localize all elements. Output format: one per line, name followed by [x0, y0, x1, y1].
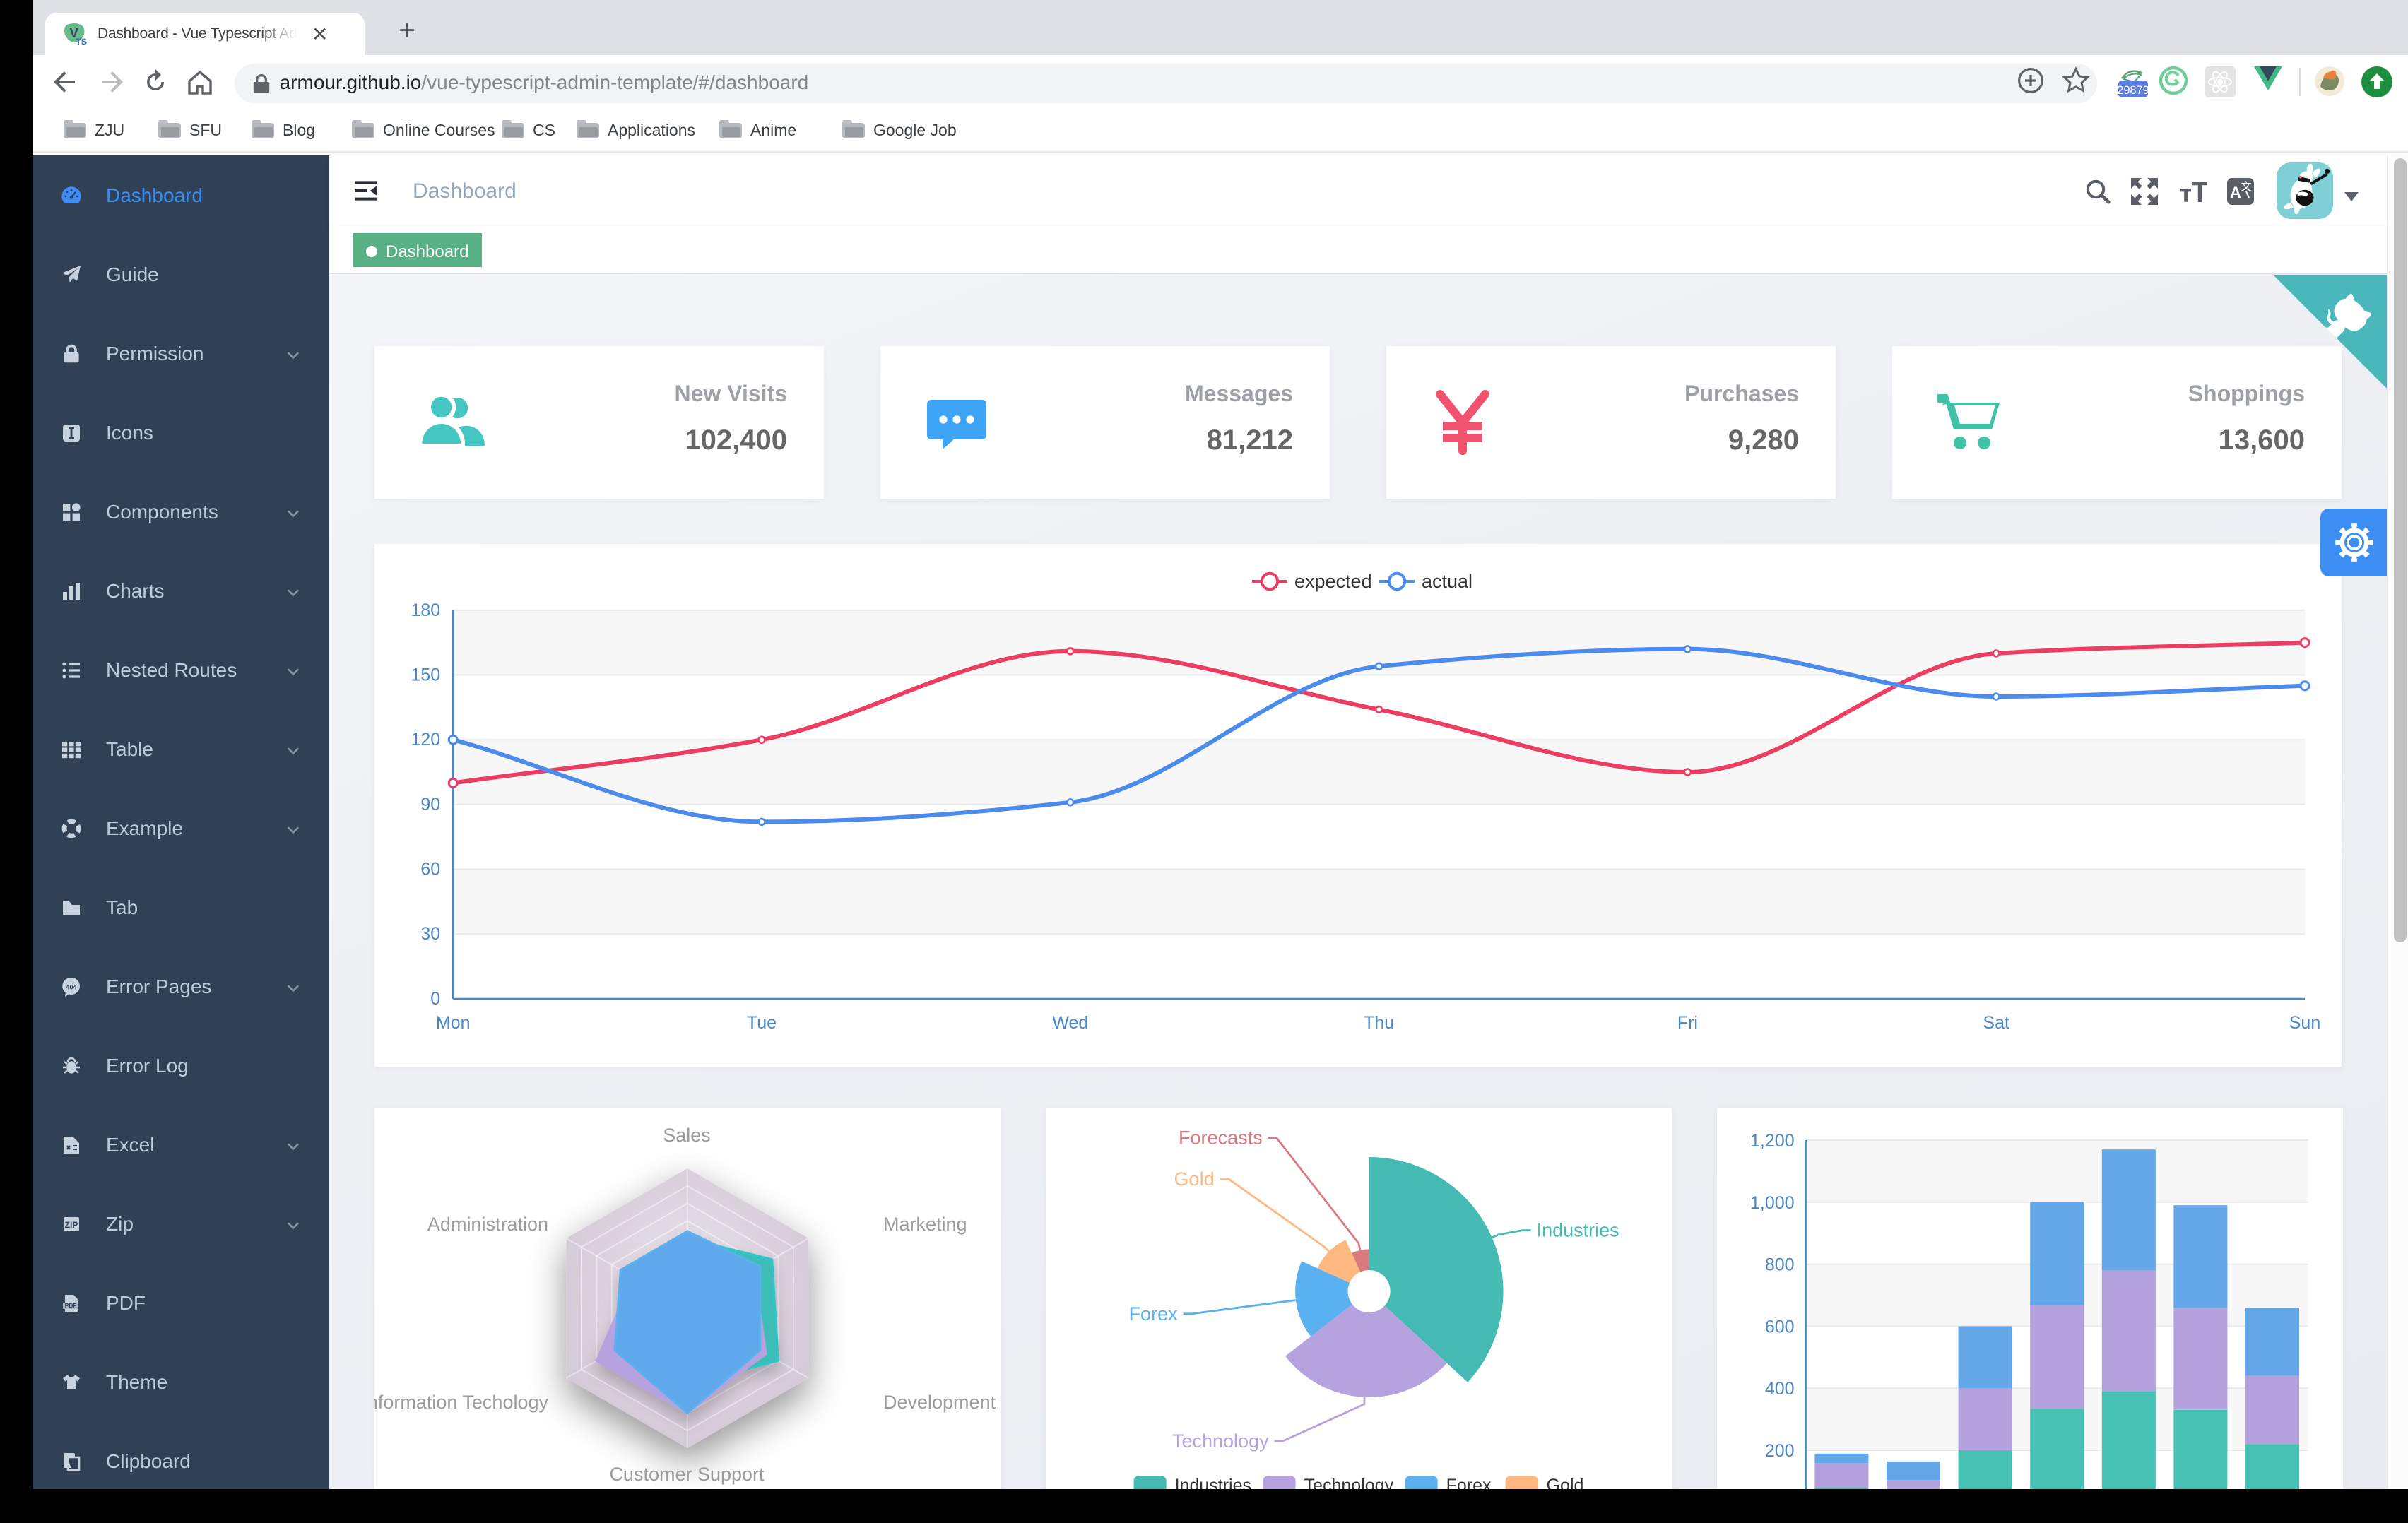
svg-text:Technology: Technology	[1172, 1430, 1269, 1452]
svg-text:Customer Support: Customer Support	[609, 1464, 765, 1485]
svg-text:600: 600	[1765, 1317, 1795, 1337]
svg-text:Industries: Industries	[1175, 1476, 1251, 1489]
svg-text:Marketing: Marketing	[883, 1214, 967, 1235]
svg-text:150: 150	[411, 665, 440, 685]
svg-text:Forex: Forex	[1446, 1476, 1492, 1489]
svg-text:文: 文	[2241, 181, 2251, 193]
svg-text:expected: expected	[1294, 571, 1372, 592]
svg-text:400: 400	[1765, 1379, 1795, 1399]
svg-text:200: 200	[1765, 1441, 1795, 1461]
svg-text:Administration: Administration	[427, 1214, 548, 1235]
svg-text:Sales: Sales	[663, 1125, 711, 1146]
svg-text:Gold: Gold	[1547, 1476, 1584, 1489]
svg-text:ZIP: ZIP	[65, 1220, 78, 1230]
svg-text:90: 90	[420, 795, 440, 814]
svg-text:Fri: Fri	[1677, 1013, 1698, 1033]
svg-text:30: 30	[420, 924, 440, 944]
svg-text:actual: actual	[1422, 571, 1472, 592]
svg-text:120: 120	[411, 730, 440, 749]
svg-text:Sat: Sat	[1983, 1013, 2009, 1033]
svg-text:Wed: Wed	[1052, 1013, 1088, 1033]
svg-text:0: 0	[430, 989, 440, 1009]
svg-text:PDF: PDF	[65, 1302, 77, 1309]
svg-text:Thu: Thu	[1364, 1013, 1394, 1033]
svg-text:TS: TS	[76, 36, 87, 46]
svg-text:V: V	[69, 25, 79, 40]
svg-text:60: 60	[420, 860, 440, 879]
svg-text:1,200: 1,200	[1750, 1131, 1795, 1151]
svg-text:Forecasts: Forecasts	[1179, 1127, 1263, 1149]
svg-text:Tue: Tue	[747, 1013, 777, 1033]
svg-text:Development: Development	[883, 1392, 996, 1413]
svg-text:1,000: 1,000	[1750, 1193, 1795, 1213]
svg-text:Gold: Gold	[1174, 1168, 1215, 1190]
svg-text:Sun: Sun	[2289, 1013, 2320, 1033]
svg-text:Industries: Industries	[1537, 1219, 1619, 1240]
svg-text:Information Techology: Information Techology	[374, 1392, 548, 1413]
svg-text:Technology: Technology	[1304, 1476, 1394, 1489]
svg-text:A: A	[2230, 184, 2241, 201]
svg-text:Mon: Mon	[436, 1013, 471, 1033]
svg-text:29879: 29879	[2118, 84, 2149, 97]
svg-text:404: 404	[66, 984, 77, 991]
svg-text:Forex: Forex	[1129, 1303, 1179, 1325]
svg-text:180: 180	[411, 600, 440, 620]
svg-text:800: 800	[1765, 1255, 1795, 1275]
